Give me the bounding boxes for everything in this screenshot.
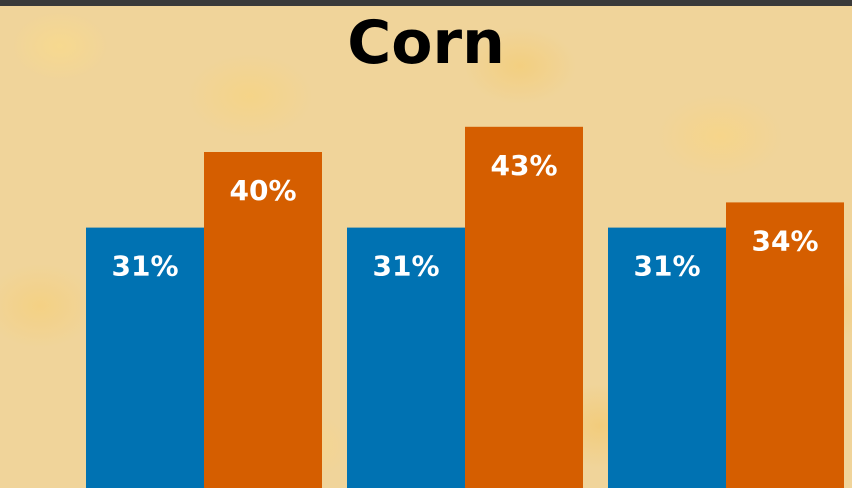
- bar-chart: 31% 31% 31% 40% 43% 34%: [86, 126, 844, 488]
- data-label-series2-group1: 40%: [229, 174, 296, 207]
- bar-series2-group3: [726, 202, 844, 488]
- bar-series1-group3: [608, 227, 726, 488]
- bar-series2-group2: [465, 126, 583, 488]
- bar-series1-group2: [347, 227, 465, 488]
- data-label-series2-group3: 34%: [751, 224, 818, 257]
- bar-series2-group1: [204, 152, 322, 488]
- data-label-series1-group1: 31%: [111, 250, 178, 283]
- chart-title: Corn: [347, 8, 505, 78]
- bar-series1-group1: [86, 227, 204, 488]
- data-label-series1-group3: 31%: [633, 250, 700, 283]
- data-label-series1-group2: 31%: [372, 250, 439, 283]
- data-label-series2-group2: 43%: [490, 149, 557, 182]
- chart-area: Corn 31% 31% 31% 40% 43% 34%: [0, 6, 852, 488]
